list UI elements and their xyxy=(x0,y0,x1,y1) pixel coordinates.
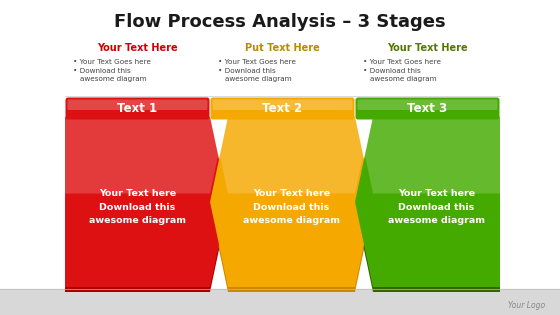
Text: Your Text Here: Your Text Here xyxy=(387,43,468,53)
Bar xyxy=(0,289,560,315)
Polygon shape xyxy=(65,122,228,292)
FancyBboxPatch shape xyxy=(66,98,209,119)
Text: • Download this: • Download this xyxy=(218,68,276,74)
Polygon shape xyxy=(65,117,218,193)
Polygon shape xyxy=(65,117,228,287)
FancyBboxPatch shape xyxy=(212,100,352,110)
Text: Your Logo: Your Logo xyxy=(508,301,545,310)
Text: • Your Text Goes here: • Your Text Goes here xyxy=(73,59,151,65)
FancyBboxPatch shape xyxy=(211,98,354,119)
Text: • Download this: • Download this xyxy=(363,68,421,74)
Text: Your Text Here: Your Text Here xyxy=(97,43,178,53)
Text: Text 1: Text 1 xyxy=(118,102,157,115)
Polygon shape xyxy=(220,117,363,193)
FancyBboxPatch shape xyxy=(68,100,208,110)
Text: Text 3: Text 3 xyxy=(408,102,447,115)
Polygon shape xyxy=(210,122,373,292)
Polygon shape xyxy=(355,117,500,287)
Text: • Download this: • Download this xyxy=(73,68,130,74)
Polygon shape xyxy=(210,117,373,287)
Text: Your Text here
Download this
awesome diagram: Your Text here Download this awesome dia… xyxy=(243,189,340,226)
Polygon shape xyxy=(355,122,500,292)
Text: Put Text Here: Put Text Here xyxy=(245,43,320,53)
FancyBboxPatch shape xyxy=(357,100,497,110)
Text: Flow Process Analysis – 3 Stages: Flow Process Analysis – 3 Stages xyxy=(114,13,446,31)
Text: • Your Text Goes here: • Your Text Goes here xyxy=(218,59,296,65)
Text: • Your Text Goes here: • Your Text Goes here xyxy=(363,59,441,65)
Text: awesome diagram: awesome diagram xyxy=(225,76,292,82)
FancyBboxPatch shape xyxy=(356,98,500,119)
Text: awesome diagram: awesome diagram xyxy=(370,76,437,82)
Text: Your Text here
Download this
awesome diagram: Your Text here Download this awesome dia… xyxy=(388,189,485,226)
Polygon shape xyxy=(365,117,500,193)
Text: Text 2: Text 2 xyxy=(263,102,302,115)
Text: awesome diagram: awesome diagram xyxy=(80,76,147,82)
Text: Your Text here
Download this
awesome diagram: Your Text here Download this awesome dia… xyxy=(89,189,186,226)
